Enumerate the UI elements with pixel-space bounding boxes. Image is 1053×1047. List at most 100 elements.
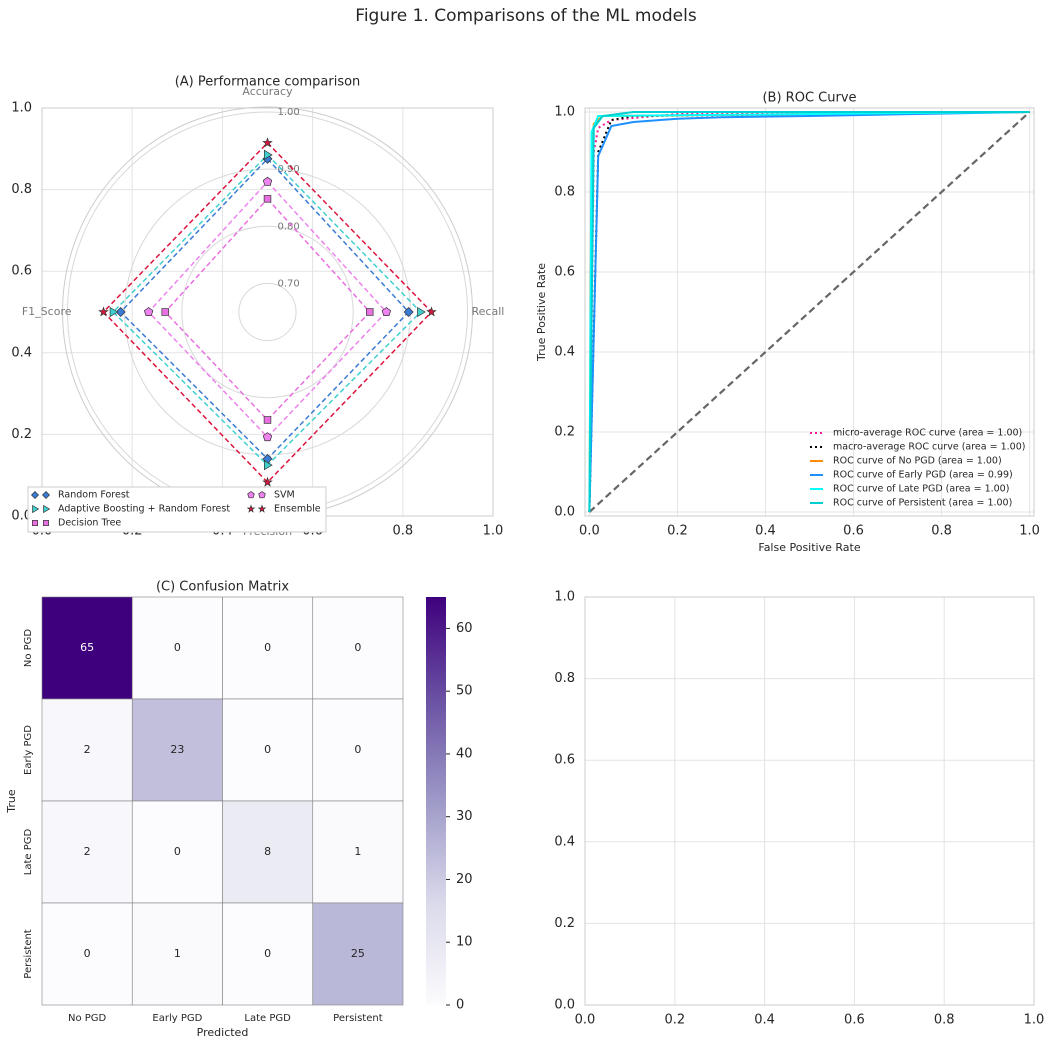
x-tick-label: 0.4 xyxy=(754,1013,775,1028)
y-tick-label: 1.0 xyxy=(11,101,32,116)
marker xyxy=(262,176,273,186)
marker xyxy=(403,307,414,317)
x-tick-label: 0.4 xyxy=(755,524,776,539)
legend-label: ROC curve of Early PGD (area = 0.99) xyxy=(833,470,1013,481)
roc-curve xyxy=(588,111,1030,513)
x-tick-label: 0.0 xyxy=(575,1013,596,1028)
marker xyxy=(109,306,119,318)
legend-marker xyxy=(32,504,40,514)
legend-label: ROC curve of Late PGD (area = 1.00) xyxy=(833,484,1009,495)
cell-label: 0 xyxy=(174,641,181,654)
radial-grid xyxy=(238,282,297,342)
figure-title: Figure 1. Comparisons of the ML models xyxy=(355,6,697,26)
legend-marker xyxy=(32,520,38,526)
colorbar-tick-label: 0 xyxy=(456,998,464,1013)
legend-label: ROC curve of Persistent (area = 1.00) xyxy=(833,498,1012,509)
colorbar-tick-label: 40 xyxy=(456,746,473,761)
heatmap-cell xyxy=(222,902,314,1006)
y-tick-label: 0.2 xyxy=(11,427,32,442)
marker xyxy=(263,416,272,424)
legend-marker xyxy=(258,491,266,499)
radial-tick-label: 0.80 xyxy=(278,221,300,232)
y-tick-label: 0.4 xyxy=(554,834,575,849)
x-tick-label: 0.8 xyxy=(392,524,413,539)
heatmap-cell xyxy=(312,698,404,802)
cell-label: 2 xyxy=(84,845,91,858)
heatmap-cell xyxy=(41,800,133,904)
heatmap-cell xyxy=(312,596,404,700)
radial-tick-label: 1.00 xyxy=(278,107,300,118)
marker xyxy=(417,306,426,318)
marker xyxy=(262,137,273,148)
cell-label: 0 xyxy=(84,947,91,960)
marker xyxy=(161,308,169,316)
heatmap-cell xyxy=(41,596,133,700)
legend-marker xyxy=(31,491,39,499)
y-tick-label: 0.6 xyxy=(554,753,575,768)
y-tick-label: 0.8 xyxy=(554,671,575,686)
y-tick-label: 0.8 xyxy=(11,182,32,197)
marker xyxy=(381,307,392,316)
y-tick-label: 0.6 xyxy=(554,265,575,280)
cell-label: 0 xyxy=(264,947,271,960)
marker xyxy=(262,476,273,487)
y-tick-label: No PGD xyxy=(23,629,34,668)
cell-label: 65 xyxy=(80,641,94,654)
colorbar xyxy=(426,597,446,1005)
x-tick-label: 0.0 xyxy=(579,524,600,539)
cell-label: 25 xyxy=(351,947,365,960)
x-axis-label: False Positive Rate xyxy=(758,541,860,554)
legend-label: macro-average ROC curve (area = 1.00) xyxy=(833,442,1025,453)
series-outline xyxy=(102,141,433,484)
radial-tick-label: 0.90 xyxy=(278,164,300,175)
heatmap-cell xyxy=(222,698,314,802)
x-tick-label: 0.2 xyxy=(667,524,688,539)
legend-label: ROC curve of No PGD (area = 1.00) xyxy=(833,456,1002,467)
legend-marker xyxy=(42,491,50,499)
heatmap-cell xyxy=(131,698,223,802)
cell-label: 2 xyxy=(84,743,91,756)
legend-label: Random Forest xyxy=(58,490,130,501)
x-tick-label: Persistent xyxy=(333,1013,383,1024)
y-tick-label: 0.0 xyxy=(554,505,575,520)
x-tick-label: 1.0 xyxy=(1024,1013,1045,1028)
x-tick-label: 0.2 xyxy=(664,1013,685,1028)
y-tick-label: Late PGD xyxy=(23,828,34,875)
series-outline xyxy=(147,180,388,439)
heatmap-cell xyxy=(131,800,223,904)
y-tick-label: Persistent xyxy=(23,929,34,979)
marker xyxy=(264,149,273,160)
y-tick-label: 0.6 xyxy=(11,264,32,279)
marker xyxy=(366,308,374,316)
cell-label: 0 xyxy=(174,845,181,858)
cell-label: 0 xyxy=(354,641,361,654)
cell-label: 8 xyxy=(264,845,271,858)
x-tick-label: 0.6 xyxy=(844,1013,865,1028)
colorbar-tick-label: 50 xyxy=(456,684,473,699)
legend-label: micro-average ROC curve (area = 1.00) xyxy=(833,428,1022,439)
heatmap-cell xyxy=(41,902,133,1006)
heatmap-cell xyxy=(222,800,314,904)
radial-grid xyxy=(181,225,354,399)
heatmap-cell xyxy=(41,698,133,802)
plot-frame xyxy=(584,107,1035,517)
radial-tick-label: 0.70 xyxy=(278,278,300,289)
x-tick-label: 1.0 xyxy=(483,524,504,539)
x-tick-label: Early PGD xyxy=(152,1013,202,1024)
cell-label: 0 xyxy=(354,743,361,756)
marker xyxy=(263,195,272,203)
y-tick-label: 0.4 xyxy=(554,345,575,360)
cell-label: 1 xyxy=(354,845,361,858)
colorbar-tick-label: 20 xyxy=(456,872,473,887)
x-tick-label: 1.0 xyxy=(1019,524,1040,539)
x-tick-label: 0.8 xyxy=(931,524,952,539)
chart-title: (C) Confusion Matrix xyxy=(156,580,289,595)
axis-label: Accuracy xyxy=(242,85,293,98)
y-tick-label: 0.4 xyxy=(11,345,32,360)
x-tick-label: 0.8 xyxy=(934,1013,955,1028)
legend-label: Ensemble xyxy=(274,504,321,515)
marker xyxy=(115,307,126,317)
y-axis-label: True Positive Rate xyxy=(535,263,548,362)
cell-label: 23 xyxy=(170,743,184,756)
legend-marker xyxy=(246,504,256,513)
